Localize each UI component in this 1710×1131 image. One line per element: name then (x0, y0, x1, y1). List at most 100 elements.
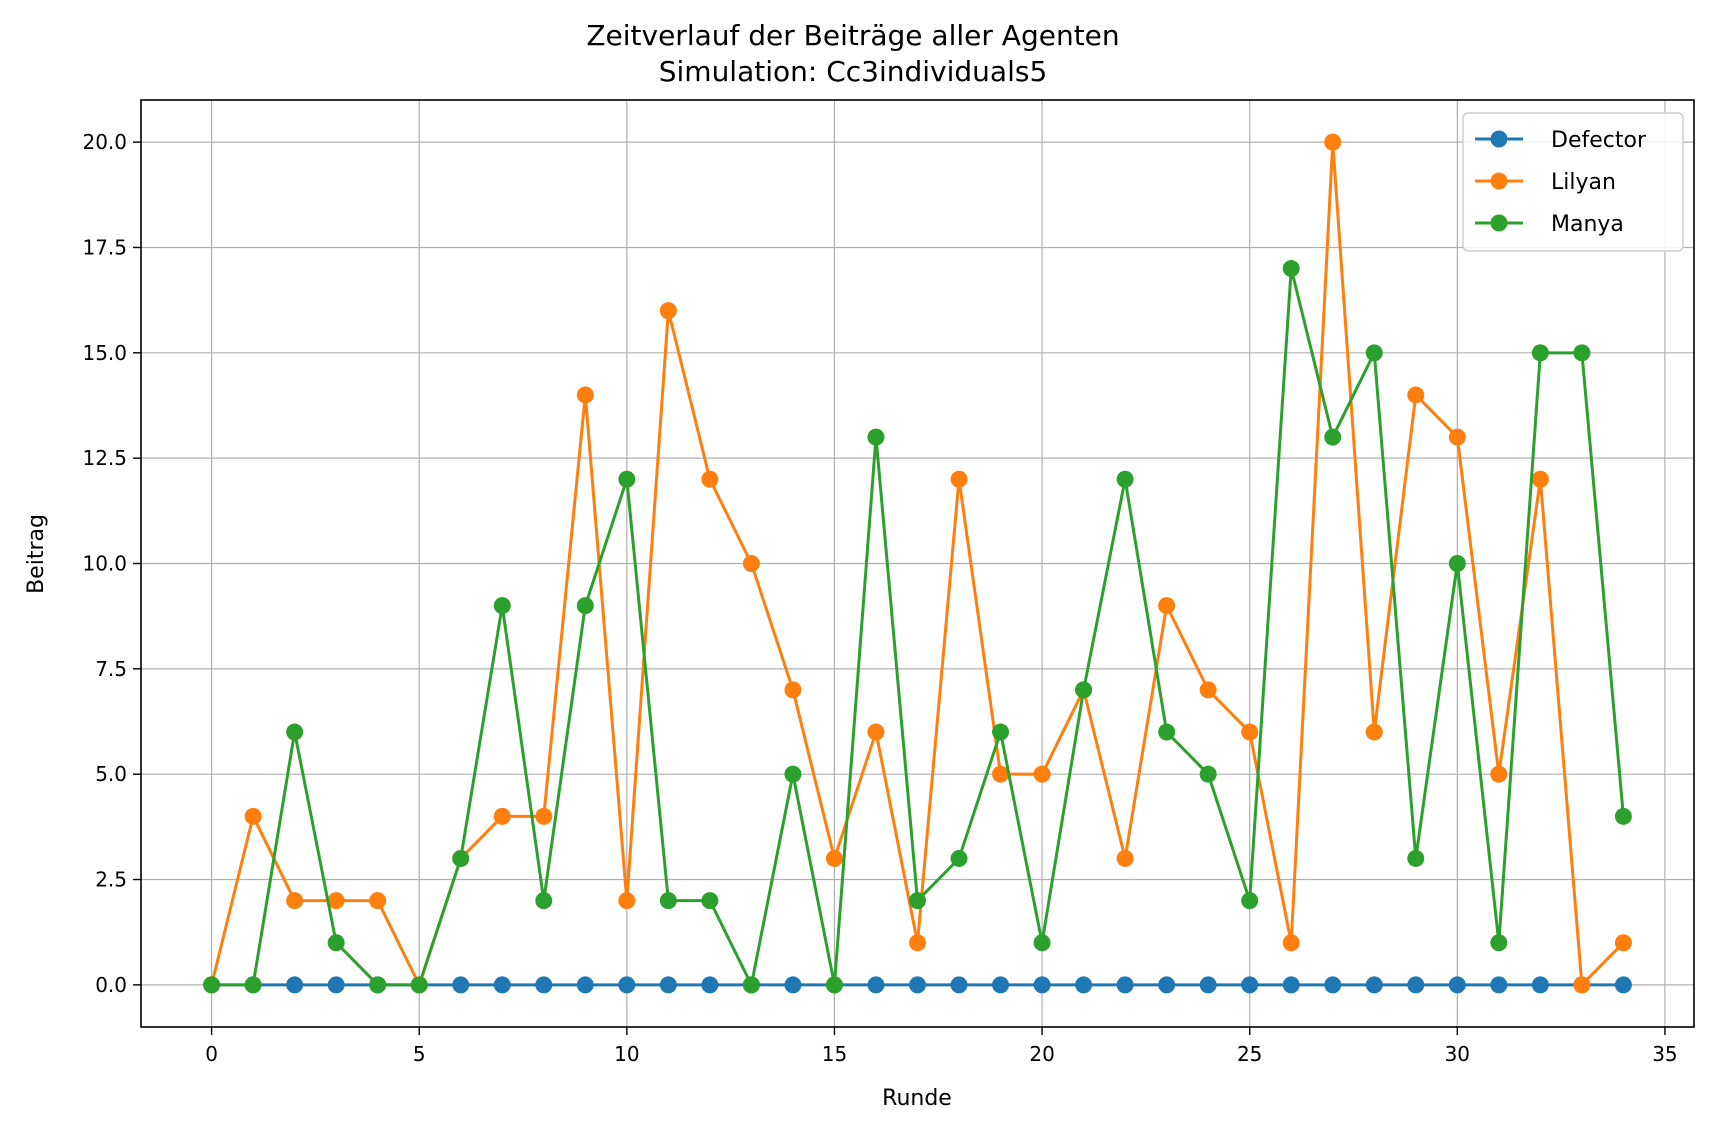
data-point-lilyan (1573, 976, 1591, 994)
legend-label-lilyan: Lilyan (1551, 170, 1616, 195)
data-point-manya (1365, 344, 1383, 362)
data-point-defector (1614, 976, 1632, 994)
data-point-defector (1116, 976, 1134, 994)
x-tick-label: 5 (413, 1042, 426, 1066)
data-point-defector (867, 976, 885, 994)
data-point-lilyan (909, 934, 926, 952)
data-point-lilyan (1199, 681, 1217, 699)
y-tick-label: 2.5 (95, 868, 127, 892)
data-point-lilyan (784, 681, 802, 699)
data-point-lilyan (1158, 597, 1176, 615)
data-point-manya (701, 892, 719, 910)
data-point-lilyan (286, 892, 304, 910)
data-point-lilyan (1116, 849, 1134, 867)
data-point-manya (369, 976, 387, 994)
x-axis-label: Runde (882, 1086, 952, 1111)
data-point-manya (825, 976, 843, 994)
data-point-lilyan (1448, 428, 1466, 446)
data-point-defector (452, 976, 470, 994)
legend-item-defector: Defector (1475, 128, 1647, 153)
legend-item-lilyan: Lilyan (1475, 170, 1616, 195)
data-point-manya (992, 723, 1010, 741)
data-point-manya (452, 849, 470, 867)
data-point-manya (410, 976, 428, 994)
y-tick-label: 20.0 (82, 130, 127, 154)
series-manya (203, 260, 1632, 994)
data-point-lilyan (618, 892, 636, 910)
data-point-manya (867, 428, 885, 446)
data-point-manya (659, 892, 677, 910)
data-point-defector (1282, 976, 1300, 994)
data-point-manya (1490, 934, 1508, 952)
series-layer (203, 133, 1632, 994)
data-point-manya (1282, 260, 1300, 278)
data-point-manya (203, 976, 221, 994)
legend-label-manya: Manya (1551, 212, 1624, 237)
legend: Defector Lilyan Manya (1462, 112, 1684, 252)
data-point-lilyan (327, 892, 345, 910)
x-tick-label: 10 (614, 1042, 639, 1066)
data-point-manya (1407, 849, 1425, 867)
y-tick-label: 7.5 (95, 657, 127, 681)
data-point-defector (1324, 976, 1342, 994)
y-tick-label: 12.5 (82, 446, 127, 470)
data-point-defector (992, 976, 1010, 994)
data-point-lilyan (1531, 470, 1549, 488)
data-point-manya (950, 849, 968, 867)
data-point-defector (659, 976, 677, 994)
data-point-manya (576, 597, 594, 615)
data-point-defector (1407, 976, 1425, 994)
data-point-lilyan (244, 807, 262, 825)
data-point-lilyan (701, 470, 719, 488)
data-point-lilyan (1614, 934, 1632, 952)
data-point-lilyan (1365, 723, 1383, 741)
x-tick-label: 0 (205, 1042, 218, 1066)
data-point-defector (1199, 976, 1217, 994)
data-point-defector (701, 976, 719, 994)
data-point-manya (784, 765, 802, 783)
data-point-defector (909, 976, 926, 994)
y-axis-label: Beitrag (24, 514, 49, 594)
chart-subtitle: Simulation: Cc3individuals5 (659, 55, 1048, 88)
data-point-defector (1158, 976, 1176, 994)
data-point-defector (1531, 976, 1549, 994)
data-point-lilyan (1407, 386, 1425, 404)
data-point-defector (1241, 976, 1259, 994)
data-point-defector (950, 976, 968, 994)
y-tick-label: 5.0 (95, 762, 127, 786)
data-point-lilyan (1282, 934, 1300, 952)
data-point-manya (1448, 555, 1466, 572)
data-point-lilyan (825, 849, 843, 867)
data-point-lilyan (493, 807, 511, 825)
data-point-lilyan (535, 807, 553, 825)
series-lilyan (203, 133, 1632, 994)
data-point-manya (1199, 765, 1217, 783)
y-tick-label: 15.0 (82, 341, 127, 365)
data-point-manya (742, 976, 760, 994)
chart-title: Zeitverlauf der Beiträge aller Agenten (586, 19, 1119, 52)
legend-item-manya: Manya (1475, 212, 1624, 237)
data-point-manya (244, 976, 262, 994)
data-point-manya (1158, 723, 1176, 741)
data-point-lilyan (1241, 723, 1259, 741)
legend-marker-lilyan (1490, 172, 1508, 190)
data-point-lilyan (659, 302, 677, 320)
data-point-manya (1075, 681, 1093, 699)
data-point-manya (327, 934, 345, 952)
data-point-lilyan (742, 555, 760, 572)
data-point-lilyan (950, 470, 968, 488)
data-point-defector (535, 976, 553, 994)
data-point-lilyan (369, 892, 387, 910)
data-point-defector (576, 976, 594, 994)
data-point-defector (493, 976, 511, 994)
data-point-manya (535, 892, 553, 910)
legend-label-defector: Defector (1551, 128, 1647, 153)
y-tick-label: 10.0 (82, 552, 127, 576)
legend-marker-defector (1490, 130, 1508, 148)
data-point-manya (618, 470, 636, 488)
x-tick-label: 30 (1445, 1042, 1470, 1066)
data-point-defector (1033, 976, 1051, 994)
data-point-defector (1448, 976, 1466, 994)
